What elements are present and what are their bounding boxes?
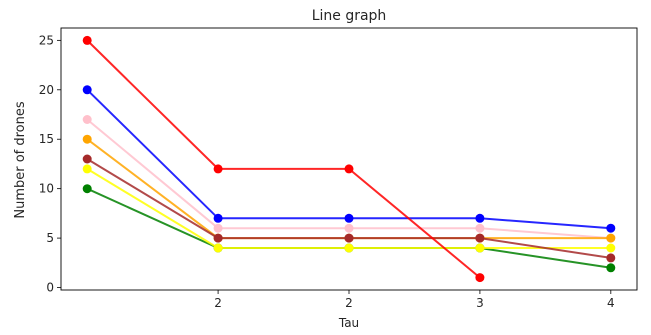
data-point: [344, 213, 354, 223]
data-point: [344, 164, 354, 174]
y-tick-label: 25: [39, 33, 54, 47]
data-point: [82, 154, 92, 164]
data-point: [606, 253, 616, 263]
x-tick-label: 2: [345, 296, 353, 310]
y-tick-label: 10: [39, 182, 54, 196]
data-point: [82, 184, 92, 194]
data-point: [344, 223, 354, 233]
data-point: [475, 223, 485, 233]
data-point: [475, 213, 485, 223]
data-point: [475, 243, 485, 253]
data-point: [606, 243, 616, 253]
data-point: [606, 223, 616, 233]
data-point: [82, 164, 92, 174]
data-point: [82, 85, 92, 95]
data-point: [475, 273, 485, 283]
data-point: [82, 115, 92, 124]
series-line: [86, 158, 611, 259]
y-tick-label: 5: [46, 231, 54, 245]
data-point: [82, 35, 92, 45]
data-point: [213, 213, 223, 223]
data-point: [344, 243, 354, 253]
x-axis-label: Tau: [338, 316, 359, 330]
x-tick-label: 3: [476, 296, 484, 310]
y-tick-label: 0: [46, 281, 54, 295]
data-point: [213, 243, 223, 253]
x-tick-label: 2: [214, 296, 222, 310]
data-point: [213, 164, 223, 174]
series-line: [86, 39, 481, 279]
data-point: [606, 263, 616, 273]
chart-title: Line graph: [312, 8, 387, 24]
data-point: [213, 233, 223, 243]
plot-area: 0 5 10 15 20 25 2 2 3 4: [39, 27, 638, 310]
data-point: [475, 233, 485, 243]
y-tick-label: 15: [39, 132, 54, 146]
x-tick-label: 4: [607, 296, 615, 310]
data-point: [344, 233, 354, 243]
y-tick-label: 20: [39, 83, 54, 97]
data-point: [606, 233, 616, 243]
y-axis-label: Number of drones: [13, 101, 28, 219]
data-point: [82, 134, 92, 144]
data-point: [213, 223, 223, 233]
